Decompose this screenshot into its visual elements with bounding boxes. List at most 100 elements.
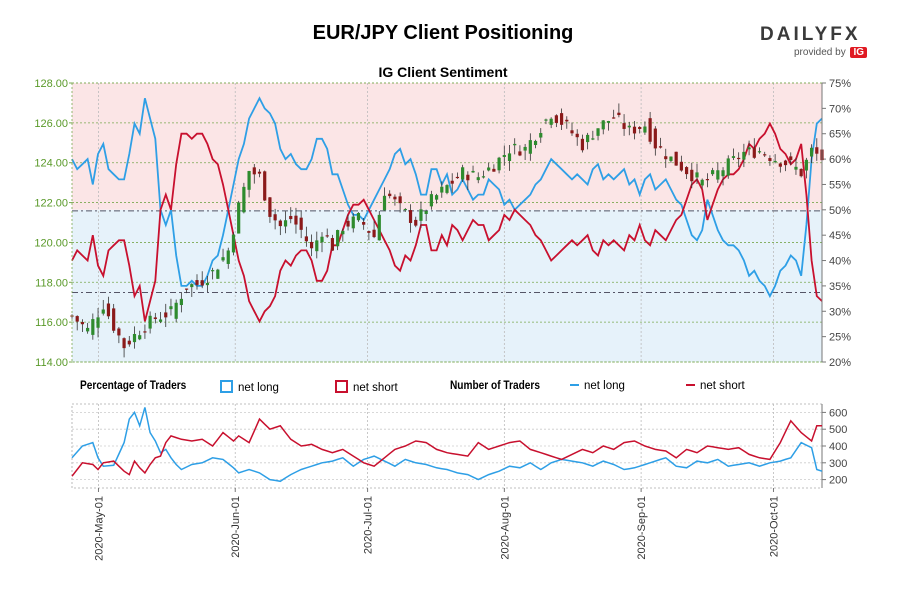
candle-body [768,158,772,161]
legend-pct-long-label: net long [238,382,279,394]
pct-tick-label: 30% [829,306,851,318]
traders-tick-label: 600 [829,407,847,419]
candle-body [450,180,454,184]
candle-body [539,133,543,138]
candle-body [726,158,730,176]
candle-body [507,153,512,162]
pct-tick-label: 45% [829,230,851,242]
candle-body [205,282,210,286]
candle-body [190,284,194,288]
candle-body [445,185,449,193]
candle-body [184,288,189,290]
candle-body [747,147,751,150]
candle-body [388,193,392,197]
chart-title: EUR/JPY Client Positioning [312,22,574,44]
dailyfx-logo: DAILYFX provided by IG [760,24,870,58]
price-tick-label: 116.00 [35,317,68,329]
candle-body [815,147,819,154]
price-tick-label: 118.00 [35,277,68,289]
candle-body [643,126,647,133]
legend-num-long-label: net long [584,380,625,392]
candle-body [586,134,590,143]
pct-tick-label: 40% [829,256,851,268]
candle-body [226,250,230,264]
candle-body [138,335,142,340]
candle-body [242,186,246,213]
candle-body [86,327,90,332]
candle-body [471,170,475,173]
candle-body [580,138,585,151]
candle-body [466,174,470,181]
candle-body [575,133,579,138]
candle-body [143,331,147,333]
candle-body [273,214,277,221]
candle-body [721,170,725,177]
candle-body [320,236,324,243]
candle-body [101,309,105,314]
candle-body [336,230,340,247]
candle-body [351,216,355,229]
traders-panel: 200 300 400 500 600 [71,403,847,489]
date-tick-label: 2020-Oct-01 [768,496,780,557]
candle-body [257,171,262,174]
candle-body [377,214,381,241]
legend-pct-long: net long [220,380,279,394]
price-tick-label: 120.00 [34,237,68,249]
candle-body [554,115,558,123]
candle-body [606,120,611,123]
candle-body [362,221,366,225]
candle-body [638,127,642,130]
candle-body [476,177,480,181]
candle-body [174,302,178,319]
candle-body [211,270,215,272]
candle-body [455,176,460,179]
candle-body [559,113,564,125]
candle-body [117,328,121,336]
candle-body [403,208,407,211]
candle-body [268,197,272,217]
candle-body [356,213,361,221]
candle-body [492,168,496,172]
legend-num-short-label: net short [700,380,745,392]
candle-body [799,168,803,177]
candle-body [549,118,553,125]
candle-body [690,169,694,182]
candle-body [778,163,782,167]
candle-body [596,128,600,136]
candle-body [502,155,506,158]
candle-body [528,140,532,154]
candle-body [481,176,486,178]
pct-tick-label: 75% [829,78,851,90]
ig-logo-icon: IG [850,47,868,58]
candle-body [283,220,288,227]
candle-body [773,160,777,163]
candle-body [497,157,501,171]
traders-tick-label: 300 [829,458,847,470]
date-tick-label: 2020-Jul-01 [363,496,375,554]
candle-body [664,156,668,160]
candle-body [565,119,569,122]
net-short-count-line [71,417,822,477]
candle-body [96,317,100,328]
candle-body [679,161,683,171]
candle-body [221,257,225,261]
pct-tick-label: 50% [829,205,851,217]
candle-body [382,195,387,211]
candle-body [752,148,756,158]
candle-body [763,154,767,156]
candle-body [231,234,236,253]
net-short-line-icon [686,384,695,386]
candle-body [237,202,241,234]
candle-body [278,220,282,227]
candle-body [419,209,423,221]
candle-body [294,215,298,225]
candle-body [398,196,402,204]
candle-body [570,130,574,134]
candle-body [309,241,314,249]
date-tick-label: 2020-Jun-01 [230,496,242,558]
candle-body [304,236,308,242]
candle-body [200,280,204,286]
candle-body [461,167,465,180]
candle-body [658,146,663,148]
legend-num-long: net long [570,380,625,392]
